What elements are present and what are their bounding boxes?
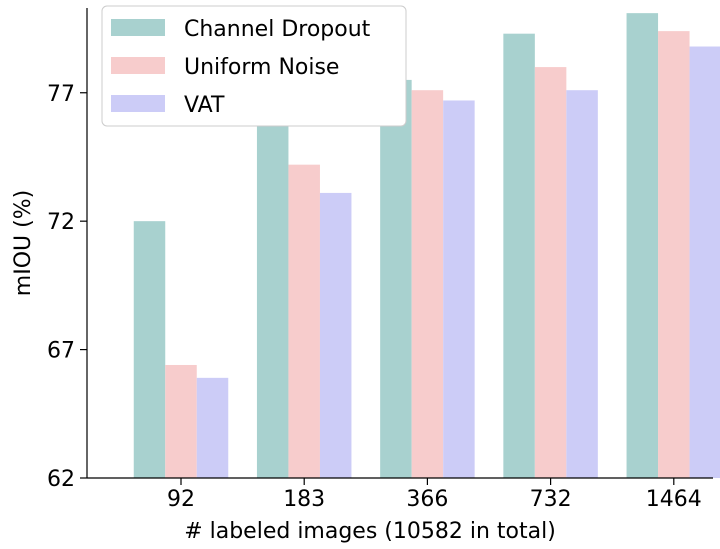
y-tick-label-67: 67 — [47, 339, 75, 364]
bar-uniform-noise-1464 — [658, 31, 690, 479]
x-axis-title: # labeled images (10582 in total) — [184, 519, 556, 544]
y-axis-title: mIOU (%) — [11, 190, 36, 296]
x-tick-label-92: 92 — [167, 487, 195, 512]
y-tick-label-77: 77 — [47, 82, 75, 107]
y-tick-label-62: 62 — [47, 467, 75, 492]
bar-uniform-noise-92 — [165, 364, 197, 478]
bar-channel-dropout-92 — [133, 221, 166, 479]
bar-channel-dropout-1464 — [626, 13, 659, 478]
legend-box — [101, 5, 407, 127]
legend-swatch-vat — [111, 95, 165, 112]
y-axis-ticks: 62 67 72 77 — [47, 82, 87, 492]
bars-group — [133, 13, 720, 479]
x-tick-label-732: 732 — [530, 487, 572, 512]
x-tick-label-183: 183 — [283, 487, 325, 512]
bar-vat-1464 — [689, 46, 720, 479]
y-tick-label-72: 72 — [47, 210, 75, 235]
legend-label-vat: VAT — [184, 93, 225, 118]
bar-uniform-noise-366 — [411, 90, 444, 478]
legend: Channel Dropout Uniform Noise VAT — [101, 5, 407, 127]
bar-vat-732 — [566, 90, 598, 478]
x-tick-label-1464: 1464 — [646, 487, 702, 512]
legend-label-uniform-noise: Uniform Noise — [184, 55, 339, 80]
legend-label-channel-dropout: Channel Dropout — [184, 17, 371, 42]
bar-channel-dropout-732 — [503, 33, 535, 479]
legend-swatch-channel-dropout — [111, 19, 165, 36]
legend-swatch-uniform-noise — [111, 57, 165, 74]
bar-uniform-noise-183 — [288, 164, 320, 479]
x-tick-label-366: 366 — [406, 487, 448, 512]
bar-vat-183 — [319, 192, 352, 479]
bar-channel-dropout-183 — [256, 123, 289, 478]
bar-vat-92 — [196, 377, 229, 478]
x-axis-ticks: 92 183 366 732 1464 — [167, 478, 702, 512]
bar-vat-366 — [443, 100, 475, 479]
bar-channel-dropout-366 — [380, 79, 412, 478]
bar-uniform-noise-732 — [534, 67, 567, 478]
